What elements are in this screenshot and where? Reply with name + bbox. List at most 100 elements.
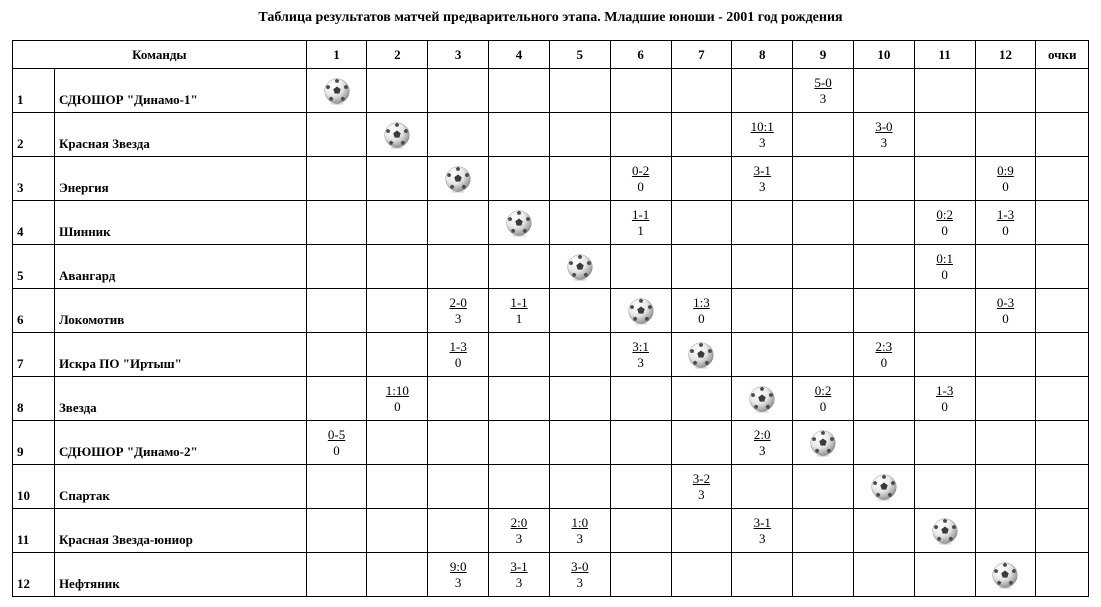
result-cell — [610, 421, 671, 465]
header-col: 2 — [367, 41, 428, 69]
result-cell — [853, 201, 914, 245]
header-col: 4 — [489, 41, 550, 69]
result-cell: 3-13 — [489, 553, 550, 597]
result-cell — [549, 201, 610, 245]
result-cell: 0:20 — [793, 377, 854, 421]
row-index: 8 — [13, 377, 55, 421]
result-cell — [367, 465, 428, 509]
result-cell: 2-03 — [428, 289, 489, 333]
result-cell — [732, 553, 793, 597]
result-cell — [914, 69, 975, 113]
result-cell — [489, 157, 550, 201]
result-cell — [610, 69, 671, 113]
result-cell — [549, 289, 610, 333]
header-col: 1 — [306, 41, 367, 69]
score: 3-03 — [854, 119, 914, 151]
result-cell — [306, 201, 367, 245]
result-cell — [975, 245, 1036, 289]
result-cell: 1:100 — [367, 377, 428, 421]
result-cell — [671, 201, 732, 245]
result-cell — [306, 245, 367, 289]
result-cell — [975, 69, 1036, 113]
result-cell — [853, 377, 914, 421]
soccer-ball-icon — [687, 341, 715, 369]
result-cell: 2:30 — [853, 333, 914, 377]
header-col: 8 — [732, 41, 793, 69]
soccer-ball-icon — [809, 429, 837, 457]
result-cell — [489, 333, 550, 377]
result-cell: 0-50 — [306, 421, 367, 465]
score: 1:100 — [367, 383, 427, 415]
team-name: Красная Звезда — [54, 113, 306, 157]
row-index: 3 — [13, 157, 55, 201]
score: 3-03 — [550, 559, 610, 591]
result-cell — [367, 157, 428, 201]
result-cell — [428, 157, 489, 201]
soccer-ball-icon — [566, 253, 594, 281]
result-cell — [914, 333, 975, 377]
result-cell: 3:13 — [610, 333, 671, 377]
soccer-ball-icon — [870, 473, 898, 501]
team-name: Локомотив — [54, 289, 306, 333]
score: 0-30 — [976, 295, 1036, 327]
result-cell — [306, 157, 367, 201]
result-cell — [671, 69, 732, 113]
soccer-ball-icon — [748, 385, 776, 413]
row-index: 5 — [13, 245, 55, 289]
score: 3-13 — [732, 163, 792, 195]
score: 1-30 — [428, 339, 488, 371]
header-col: 5 — [549, 41, 610, 69]
result-cell — [367, 509, 428, 553]
result-cell — [914, 289, 975, 333]
score: 9:03 — [428, 559, 488, 591]
table-row: 10Спартак3-23 — [13, 465, 1089, 509]
table-row: 8Звезда1:1000:201-30 — [13, 377, 1089, 421]
result-cell — [610, 553, 671, 597]
result-cell — [428, 245, 489, 289]
result-cell — [489, 201, 550, 245]
result-cell — [306, 289, 367, 333]
points-cell — [1036, 289, 1089, 333]
result-cell — [671, 333, 732, 377]
result-cell — [549, 333, 610, 377]
row-index: 6 — [13, 289, 55, 333]
soccer-ball-icon — [505, 209, 533, 237]
score: 0:20 — [793, 383, 853, 415]
score: 1-11 — [489, 295, 549, 327]
results-table: Команды123456789101112очки 1СДЮШОР "Дина… — [12, 40, 1089, 597]
team-name: Звезда — [54, 377, 306, 421]
result-cell — [549, 69, 610, 113]
score: 2:03 — [732, 427, 792, 459]
result-cell — [549, 377, 610, 421]
result-cell — [489, 245, 550, 289]
points-cell — [1036, 157, 1089, 201]
soccer-ball-icon — [383, 121, 411, 149]
result-cell — [367, 289, 428, 333]
result-cell — [367, 421, 428, 465]
result-cell: 5-03 — [793, 69, 854, 113]
score: 3-23 — [672, 471, 732, 503]
score: 0-50 — [307, 427, 367, 459]
table-row: 6Локомотив2-031-111:300-30 — [13, 289, 1089, 333]
result-cell — [853, 553, 914, 597]
result-cell — [428, 201, 489, 245]
result-cell — [975, 113, 1036, 157]
result-cell: 0-20 — [610, 157, 671, 201]
score: 10:13 — [732, 119, 792, 151]
result-cell — [549, 421, 610, 465]
result-cell — [793, 289, 854, 333]
row-index: 9 — [13, 421, 55, 465]
result-cell — [793, 157, 854, 201]
row-index: 12 — [13, 553, 55, 597]
result-cell — [975, 377, 1036, 421]
score: 1-30 — [976, 207, 1036, 239]
result-cell — [975, 509, 1036, 553]
result-cell — [610, 289, 671, 333]
points-cell — [1036, 333, 1089, 377]
result-cell: 0:90 — [975, 157, 1036, 201]
table-header-row: Команды123456789101112очки — [13, 41, 1089, 69]
result-cell: 10:13 — [732, 113, 793, 157]
result-cell — [793, 245, 854, 289]
header-col: 3 — [428, 41, 489, 69]
result-cell — [306, 333, 367, 377]
